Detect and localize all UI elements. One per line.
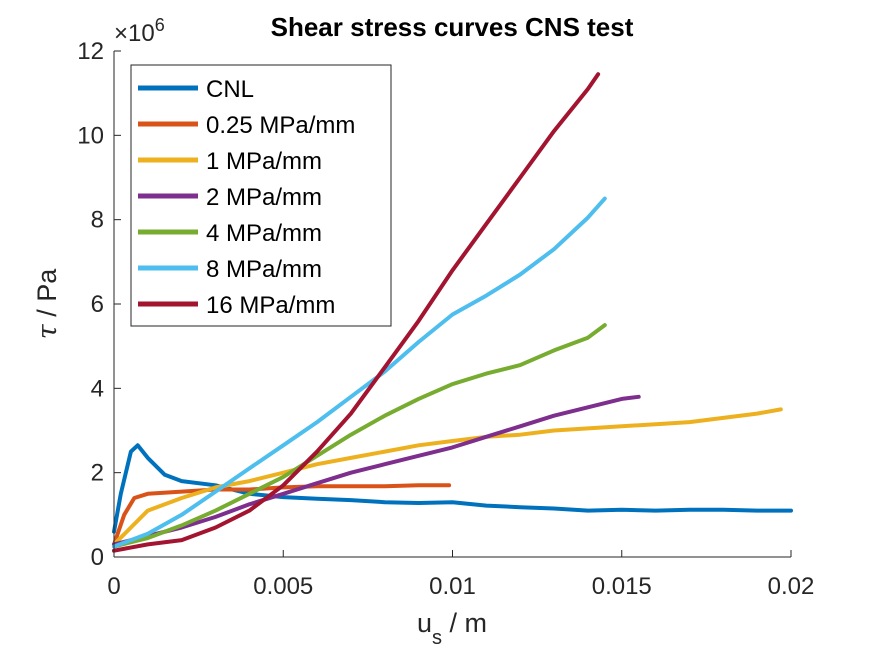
y-axis-label: τ / Pa bbox=[32, 268, 63, 339]
x-tick-label: 0 bbox=[107, 573, 120, 600]
legend-label: 0.25 MPa/mm bbox=[206, 112, 355, 139]
legend-label: 16 MPa/mm bbox=[206, 292, 335, 319]
y-exponent-label: ×106 bbox=[114, 15, 165, 47]
y-exponent-power: 6 bbox=[155, 15, 165, 35]
legend-items: CNL 0.25 MPa/mm 1 MPa/mm 2 MPa/mm 4 MPa/mm 8 … bbox=[138, 76, 355, 319]
series-line-3 bbox=[112, 394, 641, 547]
tick-layer: 0 0.005 0.01 0.015 0.02 0 2 4 6 8 10 12 bbox=[77, 38, 814, 600]
x-axis-label-rest: / m bbox=[442, 608, 487, 638]
legend-label: 1 MPa/mm bbox=[206, 148, 322, 175]
series-line-0 bbox=[112, 443, 793, 534]
x-tick-label: 0.015 bbox=[592, 573, 652, 600]
y-tick-label: 6 bbox=[91, 291, 104, 318]
series-line-4 bbox=[112, 323, 607, 549]
y-tick-label: 12 bbox=[77, 38, 104, 65]
series-line-5 bbox=[112, 196, 607, 549]
x-axis-label-main: u bbox=[417, 608, 432, 638]
x-tick-label: 0.02 bbox=[768, 573, 815, 600]
chart-title: Shear stress curves CNS test bbox=[271, 12, 634, 42]
legend-label: 4 MPa/mm bbox=[206, 220, 322, 247]
legend: CNL 0.25 MPa/mm 1 MPa/mm 2 MPa/mm 4 MPa/mm 8 … bbox=[130, 64, 392, 327]
y-axis-label-rest: / Pa bbox=[32, 268, 62, 325]
y-tick-label: 2 bbox=[91, 460, 104, 487]
y-tick-label: 8 bbox=[91, 207, 104, 234]
y-tick-label: 0 bbox=[91, 544, 104, 571]
y-exponent-prefix: ×10 bbox=[114, 20, 155, 47]
x-tick-label: 0.005 bbox=[253, 573, 313, 600]
series-line-6 bbox=[112, 72, 601, 553]
x-axis-label: us / m bbox=[417, 608, 487, 649]
x-tick-label: 0.01 bbox=[429, 573, 476, 600]
legend-label: 8 MPa/mm bbox=[206, 256, 322, 283]
series-line-1 bbox=[112, 483, 452, 547]
legend-label: 2 MPa/mm bbox=[206, 184, 322, 211]
x-axis-label-sub: s bbox=[432, 627, 442, 649]
legend-label: CNL bbox=[206, 76, 254, 103]
y-axis-label-symbol: τ bbox=[32, 323, 63, 339]
series-line-2 bbox=[112, 407, 783, 547]
y-tick-label: 4 bbox=[91, 375, 104, 402]
series-layer bbox=[112, 72, 793, 553]
y-tick-label: 10 bbox=[77, 122, 104, 149]
